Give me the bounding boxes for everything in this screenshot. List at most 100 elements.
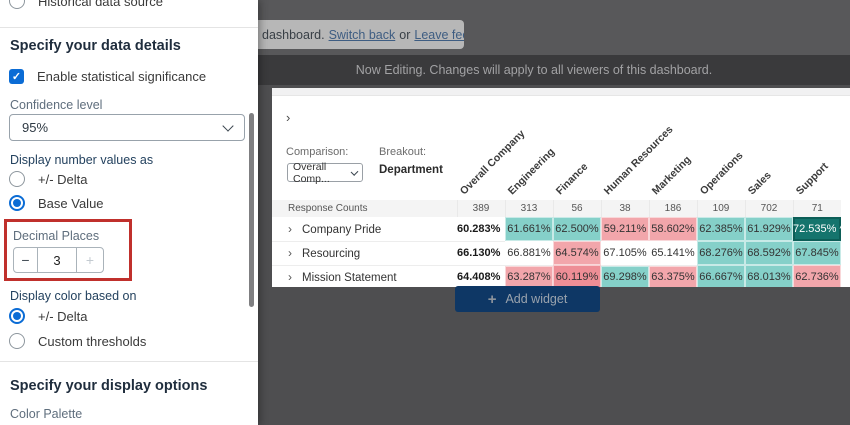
- heatmap-cell[interactable]: 63.375%: [649, 265, 697, 287]
- chevron-down-icon: [222, 119, 234, 132]
- response-count-value: 313: [504, 200, 553, 217]
- expand-row-chevron-icon[interactable]: ›: [288, 221, 292, 236]
- heatmap-cell[interactable]: 72.535% ^: [793, 217, 841, 241]
- now-editing-banner: Now Editing. Changes will apply to all v…: [258, 55, 850, 85]
- radio-checked-icon[interactable]: [9, 195, 25, 211]
- confidence-level-label: Confidence level: [10, 98, 103, 112]
- heatmap-cell[interactable]: 62.500%: [553, 217, 601, 241]
- collapse-chevron-icon[interactable]: ›: [286, 110, 291, 125]
- confidence-level-value: 95%: [22, 120, 49, 135]
- decimal-places-stepper[interactable]: − 3 +: [13, 247, 104, 273]
- heatmap-cell[interactable]: 59.211%: [601, 217, 649, 241]
- table-row: › Mission Statement 64.408% 63.287% 60.119% 6…: [272, 265, 841, 287]
- sidebar-scrollbar[interactable]: [249, 113, 254, 307]
- display-options-heading: Specify your display options: [10, 378, 208, 394]
- heatmap-cell[interactable]: 64.408%: [457, 265, 505, 287]
- heatmap-cell[interactable]: 68.592%: [745, 241, 793, 265]
- radio-row-custom-thresholds[interactable]: Custom thresholds: [9, 333, 146, 349]
- delta-option-label: +/- Delta: [38, 171, 88, 187]
- column-header-support: Support: [793, 160, 831, 198]
- row-label-cell[interactable]: › Company Pride: [272, 217, 457, 242]
- heatmap-cell[interactable]: 62.385%: [697, 217, 745, 241]
- row-label[interactable]: Resourcing: [302, 248, 361, 260]
- color-palette-label: Color Palette: [10, 407, 83, 421]
- heatmap-cell[interactable]: 67.845%: [793, 241, 841, 265]
- table-row: › Resourcing 66.130% 66.881% 64.574% 67.105% 6…: [272, 241, 841, 266]
- display-color-based-on-label: Display color based on: [10, 289, 137, 303]
- confidence-level-select[interactable]: 95%: [9, 114, 245, 141]
- heatmap-cell[interactable]: 65.141%: [649, 241, 697, 266]
- radio-unchecked-icon[interactable]: [9, 171, 25, 187]
- response-count-value: 186: [648, 200, 697, 217]
- radio-row-color-delta[interactable]: +/- Delta: [9, 308, 88, 324]
- custom-thresholds-option-label: Custom thresholds: [38, 333, 147, 349]
- row-label[interactable]: Mission Statement: [302, 272, 397, 284]
- row-label-cell[interactable]: › Resourcing: [272, 241, 457, 266]
- heatmap-widget-card: › Comparison: Overall Comp... Breakout: …: [272, 88, 850, 287]
- checkbox-checked-icon[interactable]: ✓: [9, 69, 24, 84]
- row-label[interactable]: Company Pride: [302, 223, 382, 236]
- heatmap-cell[interactable]: 68.276%: [697, 241, 745, 265]
- radio-row-historical-data-source[interactable]: Historical data source: [9, 0, 163, 9]
- decimal-places-highlight-box: Decimal Places − 3 +: [4, 219, 132, 281]
- increment-button[interactable]: +: [76, 247, 104, 273]
- heatmap-cell[interactable]: 69.298%: [601, 265, 649, 287]
- add-widget-button[interactable]: + Add widget: [455, 286, 600, 312]
- heatmap-cell[interactable]: 60.119%: [553, 265, 601, 287]
- heatmap-cell[interactable]: 66.130%: [457, 241, 505, 266]
- results-table: Response Counts 389 313 56 38 186 109 702 71 › Com…: [272, 200, 841, 287]
- enable-statistical-significance-label: Enable statistical significance: [37, 69, 207, 84]
- response-count-value: 389: [456, 200, 505, 217]
- column-header-sales: Sales: [745, 169, 774, 198]
- heatmap-cell[interactable]: 64.574%: [553, 241, 601, 265]
- heatmap-cell[interactable]: 61.661%: [505, 217, 553, 241]
- radio-row-delta[interactable]: +/- Delta: [9, 171, 88, 187]
- heatmap-cell[interactable]: 60.283%: [457, 217, 505, 242]
- comparison-select[interactable]: Overall Comp...: [287, 161, 363, 185]
- radio-unchecked-icon[interactable]: [9, 333, 25, 349]
- widget-toolbar-strip: [272, 88, 850, 96]
- decimal-places-value: 3: [38, 247, 76, 273]
- settings-sidebar: Historical data source Specify your data…: [0, 0, 258, 425]
- column-header-marketing: Marketing: [649, 153, 694, 198]
- plus-icon: +: [487, 290, 497, 308]
- toast-text: dashboard.: [262, 27, 325, 42]
- heatmap-cell[interactable]: 66.667%: [697, 265, 745, 287]
- heatmap-cell[interactable]: 68.013%: [745, 265, 793, 287]
- divider: [0, 361, 258, 362]
- breakout-value: Department: [379, 164, 443, 176]
- comparison-label: Comparison:: [286, 146, 349, 158]
- column-header-operations: Operations: [697, 149, 746, 198]
- dashboard-overlay-area: dashboard. Switch back or Leave feedback…: [258, 0, 850, 425]
- response-count-value: 56: [552, 200, 601, 217]
- radio-checked-icon[interactable]: [9, 308, 25, 324]
- color-delta-option-label: +/- Delta: [38, 308, 88, 324]
- response-count-value: 38: [600, 200, 649, 217]
- heatmap-cell[interactable]: 67.105%: [601, 241, 649, 266]
- table-row: › Company Pride 60.283% 61.661% 62.500% 59.21…: [272, 217, 841, 242]
- heatmap-cell[interactable]: 63.287%: [505, 265, 553, 287]
- heatmap-cell[interactable]: 62.736%: [793, 265, 841, 287]
- view-mode-toast: dashboard. Switch back or Leave feedback…: [258, 20, 464, 49]
- heatmap-cell[interactable]: 66.881%: [505, 241, 553, 266]
- decrement-button[interactable]: −: [13, 247, 38, 273]
- switch-back-link[interactable]: Switch back: [328, 27, 396, 42]
- expand-row-chevron-icon[interactable]: ›: [288, 270, 292, 284]
- row-label-cell[interactable]: › Mission Statement: [272, 265, 457, 287]
- data-details-heading: Specify your data details: [10, 38, 181, 54]
- heatmap-cell[interactable]: 61.929%: [745, 217, 793, 241]
- checkbox-row-statistical-significance[interactable]: ✓ Enable statistical significance: [9, 69, 206, 84]
- expand-row-chevron-icon[interactable]: ›: [288, 246, 292, 260]
- divider: [0, 27, 258, 28]
- heatmap-cell[interactable]: 58.602%: [649, 217, 697, 241]
- response-count-value: 109: [696, 200, 745, 217]
- toast-or-text: or: [399, 27, 411, 42]
- response-count-value: 702: [744, 200, 793, 217]
- radio-row-base-value[interactable]: Base Value: [9, 195, 104, 211]
- rotated-column-headers: Overall Company Engineering Finance Human R…: [272, 88, 850, 200]
- response-count-value: 71: [792, 200, 841, 217]
- display-number-values-label: Display number values as: [10, 153, 154, 167]
- leave-feedback-link[interactable]: Leave feedback.: [414, 27, 464, 42]
- breakout-label: Breakout:: [379, 146, 427, 158]
- radio-unchecked-icon[interactable]: [9, 0, 25, 9]
